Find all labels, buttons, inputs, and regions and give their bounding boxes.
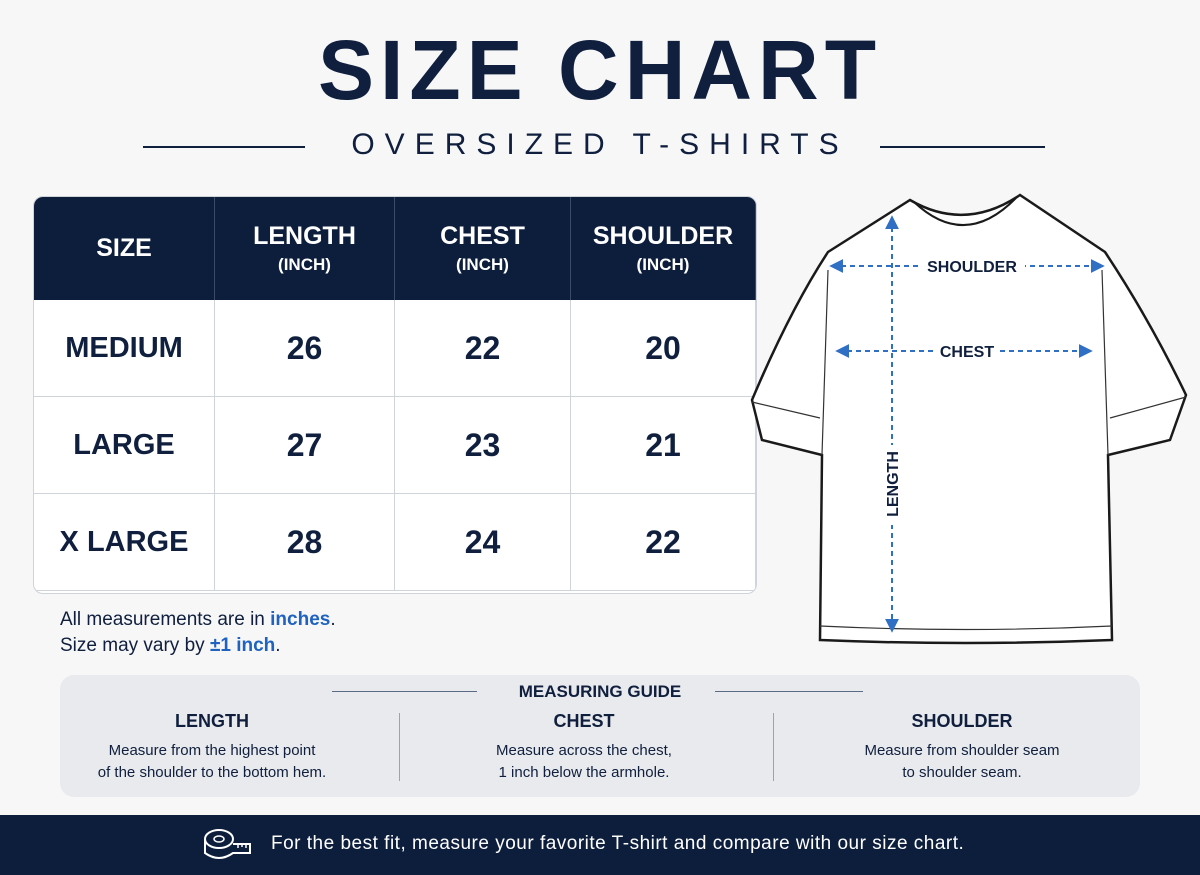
guide-item-text: Measure from the highest point of the sho… bbox=[42, 740, 382, 784]
header-cell: SHOULDER (INCH) bbox=[571, 197, 756, 300]
size-cell: MEDIUM bbox=[34, 300, 215, 397]
note: All measurements are in inches. bbox=[60, 609, 336, 631]
header-cell: LENGTH (INCH) bbox=[215, 197, 395, 300]
column-name: LENGTH bbox=[253, 222, 356, 250]
guide-line: 1 inch below the armhole. bbox=[498, 764, 670, 781]
value-cell: 28 bbox=[215, 494, 395, 591]
value-cell: 27 bbox=[215, 397, 395, 494]
collar bbox=[913, 197, 1017, 226]
header-cell: CHEST (INCH) bbox=[395, 197, 571, 300]
column-unit: (INCH) bbox=[636, 255, 690, 274]
rule bbox=[715, 691, 863, 692]
value-cell: 26 bbox=[215, 300, 395, 397]
guide-title: MEASURING GUIDE bbox=[518, 682, 682, 701]
divider bbox=[399, 713, 400, 781]
value-cell: 21 bbox=[571, 397, 756, 494]
guide-line: Measure from shoulder seam bbox=[864, 742, 1060, 759]
guide-item-title: CHEST bbox=[553, 711, 615, 731]
diagram-label: CHEST bbox=[940, 344, 994, 361]
guide-item-text: Measure from shoulder seam to shoulder se… bbox=[792, 740, 1132, 784]
tape-icon bbox=[204, 829, 251, 859]
column-name: SHOULDER bbox=[592, 222, 734, 250]
column-unit: (INCH) bbox=[278, 255, 331, 274]
guide-item: CHEST Measure across the chest, 1 inch bel… bbox=[414, 711, 754, 784]
note-text: . bbox=[275, 635, 281, 656]
guide-line: Measure across the chest, bbox=[496, 742, 672, 759]
value-cell: 20 bbox=[571, 300, 756, 397]
title: SIZE CHART bbox=[318, 23, 882, 117]
column-name: SIZE bbox=[96, 234, 152, 262]
rule bbox=[332, 691, 477, 692]
guide-item: LENGTH Measure from the highest point of t… bbox=[42, 711, 382, 784]
label-bg bbox=[920, 255, 1025, 277]
label-bg bbox=[935, 340, 1000, 362]
divider bbox=[773, 713, 774, 781]
size-cell: LARGE bbox=[34, 397, 215, 494]
rule bbox=[880, 146, 1045, 148]
guide-item-title: SHOULDER bbox=[911, 711, 1013, 731]
guide-line: to shoulder seam. bbox=[902, 764, 1022, 781]
note: Size may vary by ±1 inch. bbox=[60, 635, 281, 657]
header-cell: SIZE bbox=[34, 197, 215, 300]
diagram-label: SHOULDER bbox=[927, 259, 1017, 276]
tshirt bbox=[750, 193, 1188, 645]
guide-item: SHOULDER Measure from shoulder seam to sho… bbox=[792, 711, 1132, 784]
size-cell: X LARGE bbox=[34, 494, 215, 591]
value-cell: 24 bbox=[395, 494, 571, 591]
subtitle: OVERSIZED T-SHIRTS bbox=[351, 128, 849, 161]
footer: For the best fit, measure your favorite … bbox=[0, 815, 1200, 875]
value-cell: 22 bbox=[395, 300, 571, 397]
note-emphasis: inches bbox=[270, 609, 331, 630]
value-cell: 22 bbox=[571, 494, 756, 591]
guide-line: Measure from the highest point bbox=[108, 742, 316, 759]
label-bg bbox=[881, 445, 903, 525]
tshirt-diagram: SHOULDER CHEST LENGTH bbox=[750, 193, 1188, 645]
guide-item-title: LENGTH bbox=[175, 711, 249, 731]
note-text: . bbox=[330, 609, 336, 630]
seams bbox=[751, 269, 1187, 631]
value-cell: 23 bbox=[395, 397, 571, 494]
column-name: CHEST bbox=[440, 222, 525, 250]
diagram-label: LENGTH bbox=[885, 451, 902, 517]
measuring-guide: MEASURING GUIDE LENGTH Measure from the h… bbox=[60, 675, 1140, 797]
size-table: SIZE LENGTH (INCH) CHEST (INCH) SHOULDER (INCH… bbox=[33, 196, 757, 594]
guide-line: of the shoulder to the bottom hem. bbox=[97, 764, 327, 781]
rule bbox=[143, 146, 305, 148]
guide-item-text: Measure across the chest, 1 inch below th… bbox=[414, 740, 754, 784]
column-unit: (INCH) bbox=[456, 255, 509, 274]
note-text: Size may vary by bbox=[60, 635, 210, 656]
note-text: All measurements are in bbox=[60, 609, 271, 630]
note-emphasis: ±1 inch bbox=[209, 635, 276, 656]
footer-text: For the best fit, measure your favorite … bbox=[271, 833, 965, 854]
